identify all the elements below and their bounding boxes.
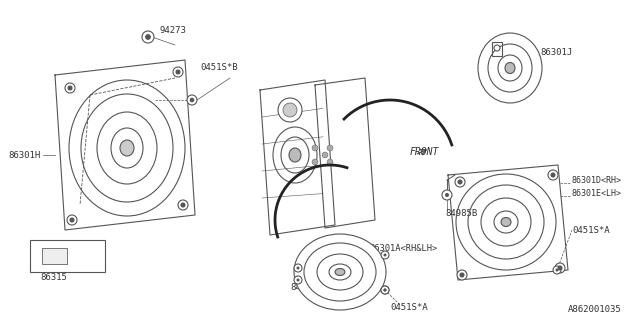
Circle shape: [322, 152, 328, 158]
Circle shape: [283, 103, 297, 117]
Circle shape: [68, 86, 72, 90]
Circle shape: [176, 70, 180, 74]
Circle shape: [190, 98, 194, 102]
Circle shape: [327, 159, 333, 165]
Text: 86301D<RH>: 86301D<RH>: [572, 175, 622, 185]
Circle shape: [553, 266, 561, 274]
Circle shape: [327, 145, 333, 151]
Ellipse shape: [294, 234, 386, 310]
Circle shape: [383, 289, 387, 292]
Text: 86301A<RH&LH>: 86301A<RH&LH>: [370, 244, 438, 252]
Circle shape: [278, 98, 302, 122]
Ellipse shape: [478, 33, 542, 103]
Circle shape: [383, 253, 387, 257]
Circle shape: [142, 31, 154, 43]
Circle shape: [178, 200, 188, 210]
Circle shape: [173, 67, 183, 77]
Circle shape: [312, 159, 318, 165]
Text: 86301H: 86301H: [8, 150, 40, 159]
Circle shape: [381, 251, 389, 259]
Circle shape: [494, 45, 500, 51]
Circle shape: [294, 264, 302, 272]
Text: 0451S*A: 0451S*A: [390, 303, 428, 313]
Ellipse shape: [120, 140, 134, 156]
Circle shape: [460, 273, 464, 277]
Circle shape: [181, 203, 185, 207]
Circle shape: [556, 268, 559, 271]
Circle shape: [445, 193, 449, 197]
Circle shape: [294, 276, 302, 284]
Circle shape: [548, 170, 558, 180]
Polygon shape: [448, 165, 568, 280]
Circle shape: [558, 266, 562, 270]
Ellipse shape: [505, 62, 515, 74]
Text: 94273: 94273: [160, 26, 187, 35]
Bar: [42, 248, 67, 264]
Text: 86301E<LH>: 86301E<LH>: [572, 188, 622, 197]
Circle shape: [65, 83, 75, 93]
Polygon shape: [260, 80, 335, 235]
Text: 86301J: 86301J: [540, 47, 572, 57]
Text: 84985B: 84985B: [290, 283, 323, 292]
Circle shape: [551, 173, 555, 177]
Circle shape: [383, 289, 387, 292]
Text: A862001035: A862001035: [568, 306, 621, 315]
Text: FRONT: FRONT: [410, 147, 440, 157]
Circle shape: [70, 218, 74, 222]
Bar: [492, 42, 502, 56]
Text: 0451S*B: 0451S*B: [200, 62, 237, 71]
Circle shape: [145, 35, 150, 39]
Ellipse shape: [501, 218, 511, 227]
Polygon shape: [315, 78, 375, 228]
Circle shape: [67, 215, 77, 225]
Circle shape: [442, 190, 452, 200]
Text: 0451S*A: 0451S*A: [572, 226, 610, 235]
Text: 84985B: 84985B: [445, 209, 477, 218]
Text: 86315: 86315: [40, 274, 67, 283]
Circle shape: [455, 177, 465, 187]
Circle shape: [381, 286, 389, 294]
Circle shape: [381, 286, 389, 294]
Circle shape: [296, 267, 300, 269]
Circle shape: [312, 145, 318, 151]
Bar: [30, 240, 105, 272]
Circle shape: [458, 180, 462, 184]
Circle shape: [187, 95, 197, 105]
Circle shape: [555, 263, 565, 273]
Ellipse shape: [289, 148, 301, 162]
Polygon shape: [55, 60, 195, 230]
Circle shape: [296, 278, 300, 282]
Ellipse shape: [335, 268, 345, 276]
Circle shape: [457, 270, 467, 280]
